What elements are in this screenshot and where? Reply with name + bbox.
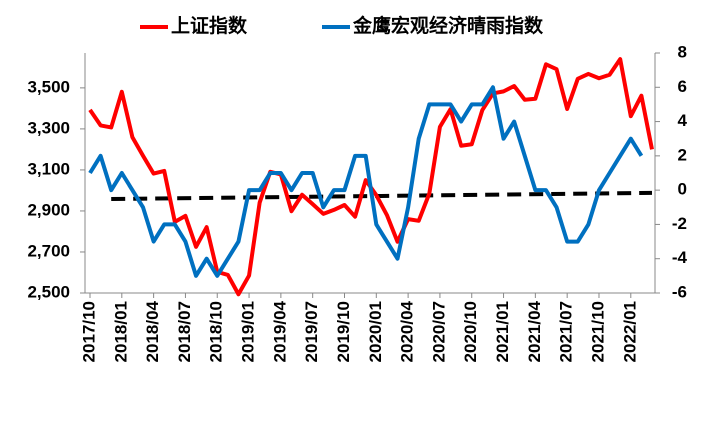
legend-label: 上证指数 — [171, 14, 248, 37]
y-tick-label: 3,300 — [27, 118, 70, 137]
y2-tick-label: 8 — [678, 42, 687, 61]
y2-tick-label: 4 — [678, 111, 688, 130]
x-tick-label: 2018/01 — [111, 301, 130, 362]
y2-tick-label: 2 — [678, 145, 687, 164]
x-tick-label: 2020/07 — [429, 301, 448, 362]
series-line — [88, 85, 644, 278]
x-tick-label: 2019/01 — [239, 301, 258, 362]
y2-tick-label: -2 — [672, 214, 687, 233]
x-tick-label: 2021/10 — [588, 301, 607, 362]
x-tick-label: 2022/01 — [620, 301, 639, 362]
x-tick-label: 2018/04 — [143, 300, 162, 362]
y-tick-label: 3,100 — [27, 159, 70, 178]
x-tick-label: 2021/01 — [493, 301, 512, 362]
y-tick-label: 2,900 — [27, 200, 70, 219]
y2-tick-label: 6 — [678, 77, 687, 96]
x-tick-label: 2018/07 — [175, 301, 194, 362]
x-tick-label: 2018/10 — [207, 301, 226, 362]
y2-tick-label: -4 — [672, 248, 688, 267]
x-tick-label: 2020/10 — [461, 301, 480, 362]
x-tick-label: 2021/04 — [525, 300, 544, 362]
series-line — [88, 57, 654, 297]
x-tick-label: 2019/10 — [334, 301, 353, 362]
x-tick-label: 2019/07 — [302, 301, 321, 362]
y2-tick-label: 0 — [678, 180, 687, 199]
y-tick-label: 2,500 — [27, 282, 70, 301]
x-tick-label: 2019/04 — [270, 300, 289, 362]
y2-tick-label: -6 — [672, 282, 687, 301]
legend-label: 金鹰宏观经济晴雨指数 — [352, 14, 544, 37]
trend-line — [111, 190, 653, 202]
x-tick-label: 2020/04 — [398, 300, 417, 362]
x-tick-label: 2017/10 — [79, 301, 98, 362]
x-tick-label: 2021/07 — [557, 301, 576, 362]
x-tick-label: 2020/01 — [366, 301, 385, 362]
y-tick-label: 2,700 — [27, 241, 70, 260]
y-tick-label: 3,500 — [27, 77, 70, 96]
